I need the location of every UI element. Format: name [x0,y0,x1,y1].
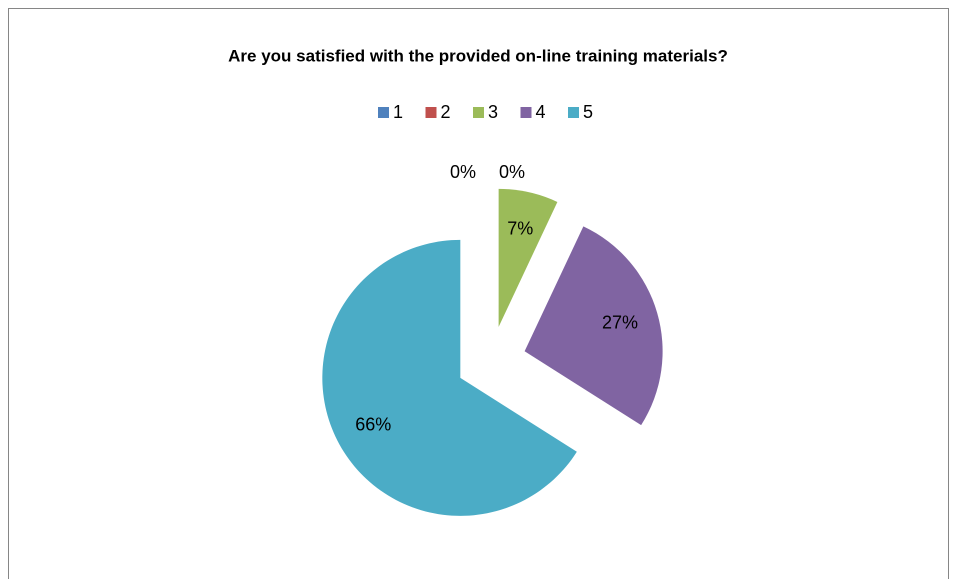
legend-label: 3 [488,102,498,122]
legend-swatch [520,107,532,118]
legend-label: 4 [536,102,546,122]
legend-label: 2 [441,102,451,122]
legend-swatch [473,107,484,118]
pie-slice [524,226,663,426]
data-label: 0% [499,162,525,182]
pie-slice [498,188,558,327]
data-label: 0% [450,162,476,182]
legend-label: 5 [583,102,593,122]
chart-title: Are you satisfied with the provided on-l… [228,46,728,65]
data-label: 27% [602,312,638,332]
legend-swatch [378,107,389,118]
legend-swatch [568,107,579,118]
legend-swatch [425,107,437,118]
data-label: 7% [507,219,533,239]
pie-slice [322,239,577,516]
legend-label: 1 [393,102,403,122]
data-label: 66% [355,414,391,434]
